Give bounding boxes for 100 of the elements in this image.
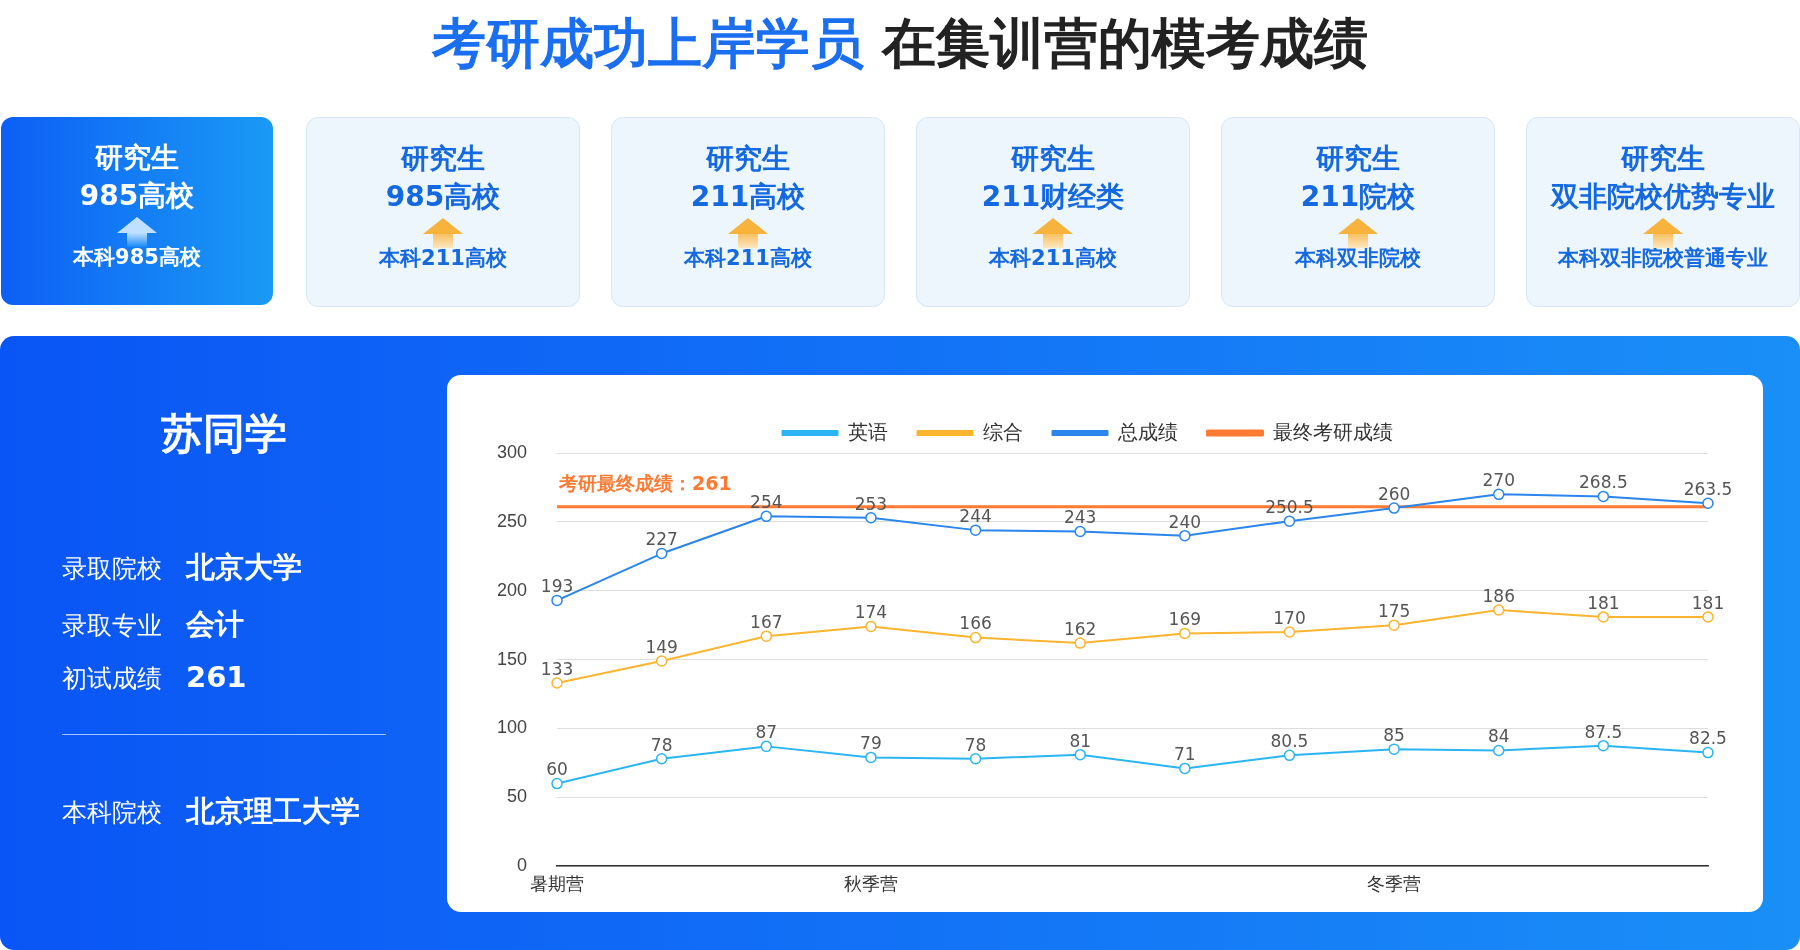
- text: 北京理工大学: [186, 794, 360, 828]
- text: 本科211高校: [682, 245, 813, 272]
- point: [1179, 627, 1191, 640]
- point: [1074, 637, 1086, 649]
- point: [1388, 619, 1400, 631]
- data-label: 80.5: [1270, 731, 1309, 752]
- data-label: 174: [854, 602, 888, 623]
- point: [1492, 604, 1505, 616]
- point: [865, 511, 877, 524]
- point: [1283, 749, 1296, 762]
- point: [1074, 525, 1086, 538]
- text: 985高校: [78, 178, 196, 214]
- point: [1492, 744, 1505, 757]
- text: 本科211高校: [987, 245, 1118, 272]
- text: 研究生: [400, 141, 486, 177]
- data-label: 193: [540, 576, 574, 597]
- data-label: 243: [1063, 507, 1097, 528]
- point: [1283, 626, 1296, 638]
- x-tick-label: 暑期营: [530, 873, 585, 894]
- data-label: 170: [1273, 607, 1306, 628]
- text: 本科双非院校: [1293, 245, 1422, 272]
- data-label: 79: [860, 733, 882, 754]
- point: [760, 630, 773, 642]
- text: 211高校: [689, 179, 807, 215]
- data-label: 186: [1482, 585, 1515, 606]
- point: [655, 547, 668, 560]
- point: [865, 751, 877, 764]
- annotation: 考研最终成绩：261: [558, 472, 732, 495]
- legend-label: 最终考研成绩: [1272, 420, 1393, 443]
- legend-label: 总成绩: [1116, 420, 1178, 443]
- point: [551, 594, 563, 607]
- point: [1702, 497, 1714, 510]
- data-label: 85: [1383, 725, 1405, 746]
- data-label: 167: [750, 612, 783, 633]
- y-tick-label: 50: [507, 786, 528, 807]
- text: 261: [186, 660, 247, 694]
- data-label: 149: [645, 636, 678, 657]
- point: [655, 655, 668, 667]
- data-label: 227: [645, 529, 678, 550]
- point: [1492, 488, 1505, 501]
- point: [969, 524, 982, 536]
- data-label: 162: [1063, 618, 1097, 639]
- data-label: 87.5: [1584, 721, 1623, 742]
- point: [1283, 515, 1296, 527]
- point: [969, 753, 982, 765]
- data-label: 270: [1482, 470, 1515, 491]
- data-label: 260: [1377, 484, 1411, 505]
- point: [1702, 746, 1714, 759]
- data-label: 84: [1487, 726, 1510, 747]
- text: 研究生: [1620, 141, 1706, 177]
- data-label: 181: [1691, 592, 1725, 613]
- point: [1074, 748, 1086, 761]
- y-tick-label: 250: [496, 510, 528, 531]
- text: 会计: [186, 607, 244, 641]
- point: [1597, 490, 1610, 503]
- text: 本科双非院校普通专业: [1556, 245, 1769, 272]
- legend-label: 综合: [982, 420, 1023, 443]
- data-label: 81: [1069, 730, 1092, 751]
- text: 双非院校优势专业: [1549, 179, 1776, 215]
- text: 本科985高校: [71, 244, 202, 271]
- text: 苏同学: [159, 408, 288, 460]
- text: 研究生: [1010, 141, 1096, 177]
- point: [1388, 502, 1400, 514]
- y-tick-label: 0: [517, 855, 528, 876]
- text: 研究生: [94, 140, 180, 176]
- legend-label: 英语: [847, 420, 888, 443]
- point: [1702, 611, 1714, 623]
- data-label: 71: [1174, 744, 1196, 765]
- text: 211财经类: [980, 179, 1126, 215]
- text: 录取专业: [62, 611, 162, 640]
- point: [969, 631, 982, 644]
- data-label: 169: [1168, 609, 1202, 630]
- data-label: 244: [959, 506, 992, 527]
- y-tick-label: 150: [496, 648, 528, 669]
- data-label: 263.5: [1683, 479, 1733, 500]
- point: [1597, 611, 1610, 623]
- data-label: 78: [650, 734, 673, 755]
- point: [551, 677, 563, 689]
- point: [1388, 743, 1400, 755]
- point: [655, 753, 668, 765]
- text: 211院校: [1299, 179, 1417, 215]
- data-label: 240: [1168, 511, 1202, 532]
- point: [760, 740, 773, 753]
- text: 考研成功上岸学员 在集训营的模考成绩: [430, 11, 1370, 77]
- data-label: 175: [1377, 601, 1411, 622]
- data-label: 82.5: [1689, 728, 1727, 749]
- text: 初试成绩: [62, 664, 162, 693]
- text: 985高校: [384, 179, 502, 215]
- point: [865, 620, 877, 633]
- text: 研究生: [705, 141, 791, 177]
- data-label: 181: [1587, 592, 1620, 613]
- data-label: 166: [959, 613, 992, 634]
- point: [551, 777, 563, 790]
- point: [1179, 529, 1191, 542]
- y-tick-label: 200: [496, 579, 528, 600]
- data-label: 133: [540, 658, 574, 679]
- point: [1179, 762, 1191, 775]
- text: 研究生: [1315, 141, 1401, 177]
- data-label: 78: [964, 734, 987, 755]
- text: 北京大学: [186, 550, 302, 584]
